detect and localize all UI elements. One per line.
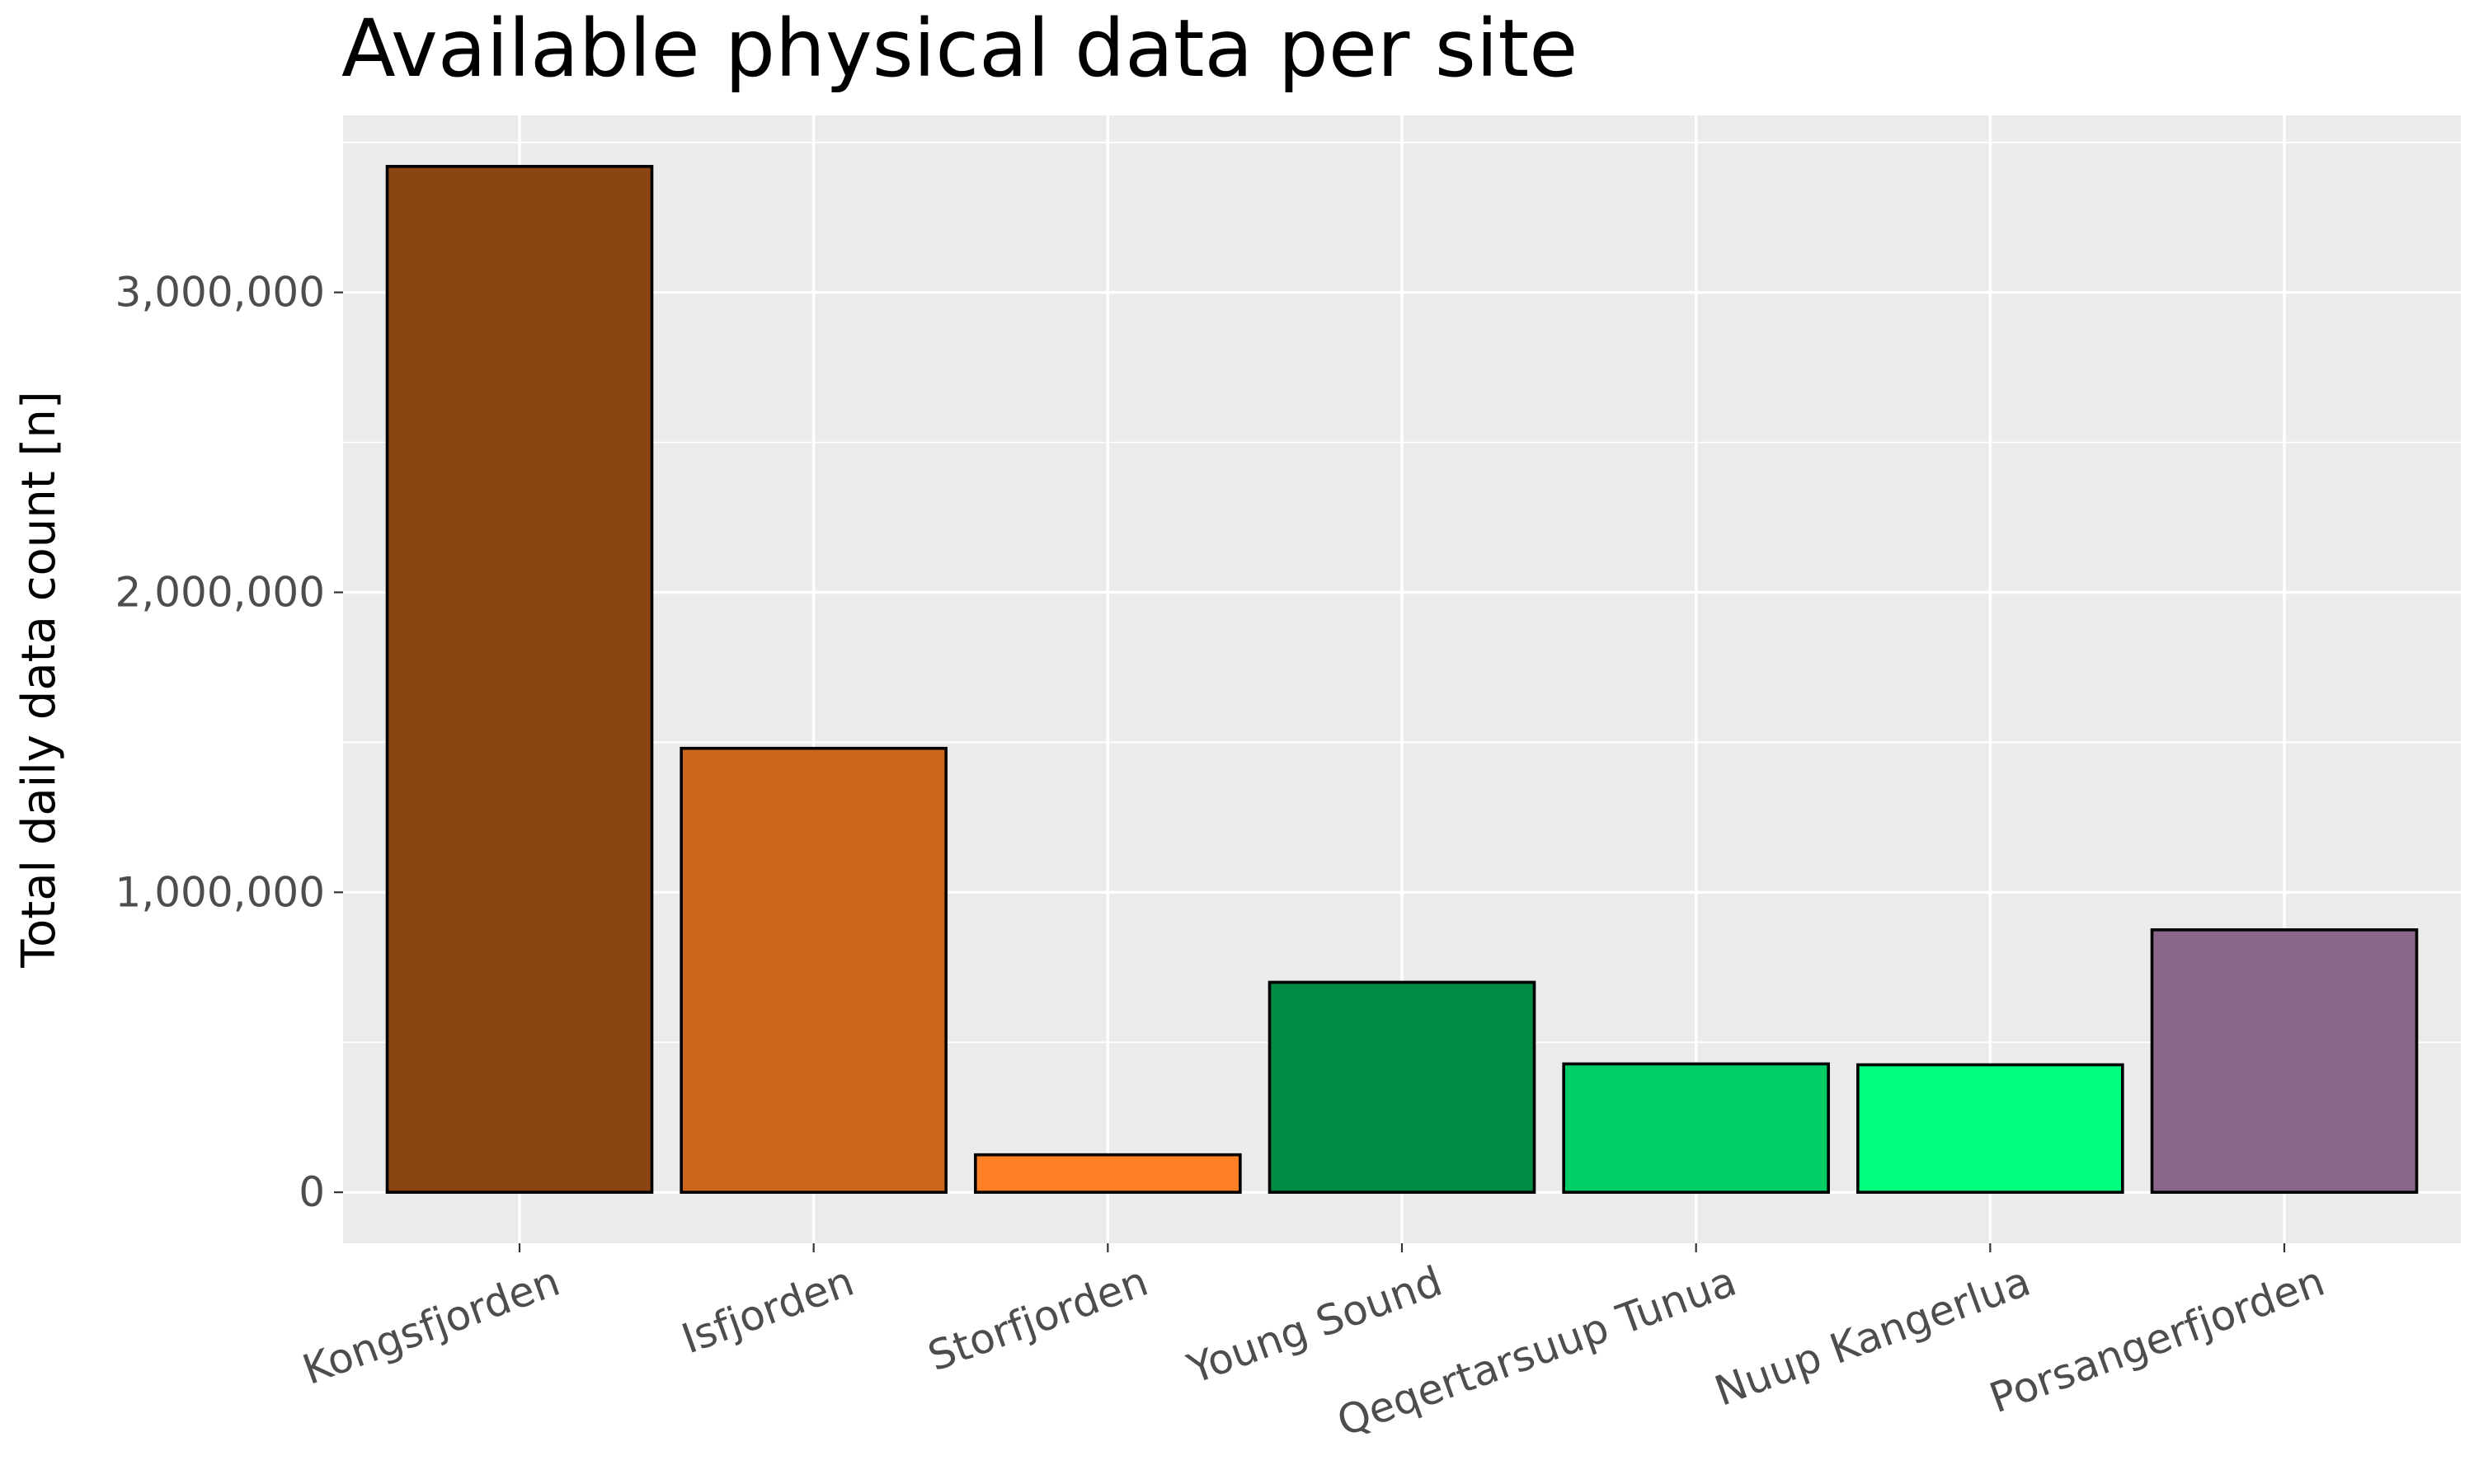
- y-tick-label: 2,000,000: [115, 568, 325, 616]
- bar-kongsfjorden: [385, 165, 654, 1194]
- x-tick-label: Porsangerfjorden: [1983, 1257, 2331, 1423]
- chart-title: Available physical data per site: [341, 2, 1578, 95]
- y-tick-label: 0: [299, 1168, 325, 1216]
- y-tick-label: 3,000,000: [115, 269, 325, 317]
- x-tick-label: Nuup Kangerlua: [1709, 1257, 2037, 1416]
- y-tick-label: 1,000,000: [115, 868, 325, 916]
- y-axis: 0 1,000,000 2,000,000 3,000,000: [115, 269, 343, 1216]
- bar-qeqertarsuup-tunua: [1562, 1062, 1830, 1194]
- bars: [385, 165, 2419, 1194]
- x-tick-label: Isfjorden: [675, 1257, 860, 1364]
- bar-porsangerfjorden: [2150, 928, 2419, 1194]
- y-axis-title: Total daily data count [n]: [12, 391, 66, 968]
- bar-storfjorden: [974, 1153, 1242, 1194]
- bar-young-sound: [1268, 980, 1536, 1194]
- bar-isfjorden: [680, 746, 948, 1194]
- x-tick-label: Storfjorden: [922, 1257, 1154, 1381]
- x-axis: Kongsfjorden Isfjorden Storfjorden Young So…: [297, 1243, 2331, 1446]
- bar-nuup-kangerlua: [1856, 1063, 2124, 1194]
- x-tick-label: Kongsfjorden: [297, 1257, 566, 1394]
